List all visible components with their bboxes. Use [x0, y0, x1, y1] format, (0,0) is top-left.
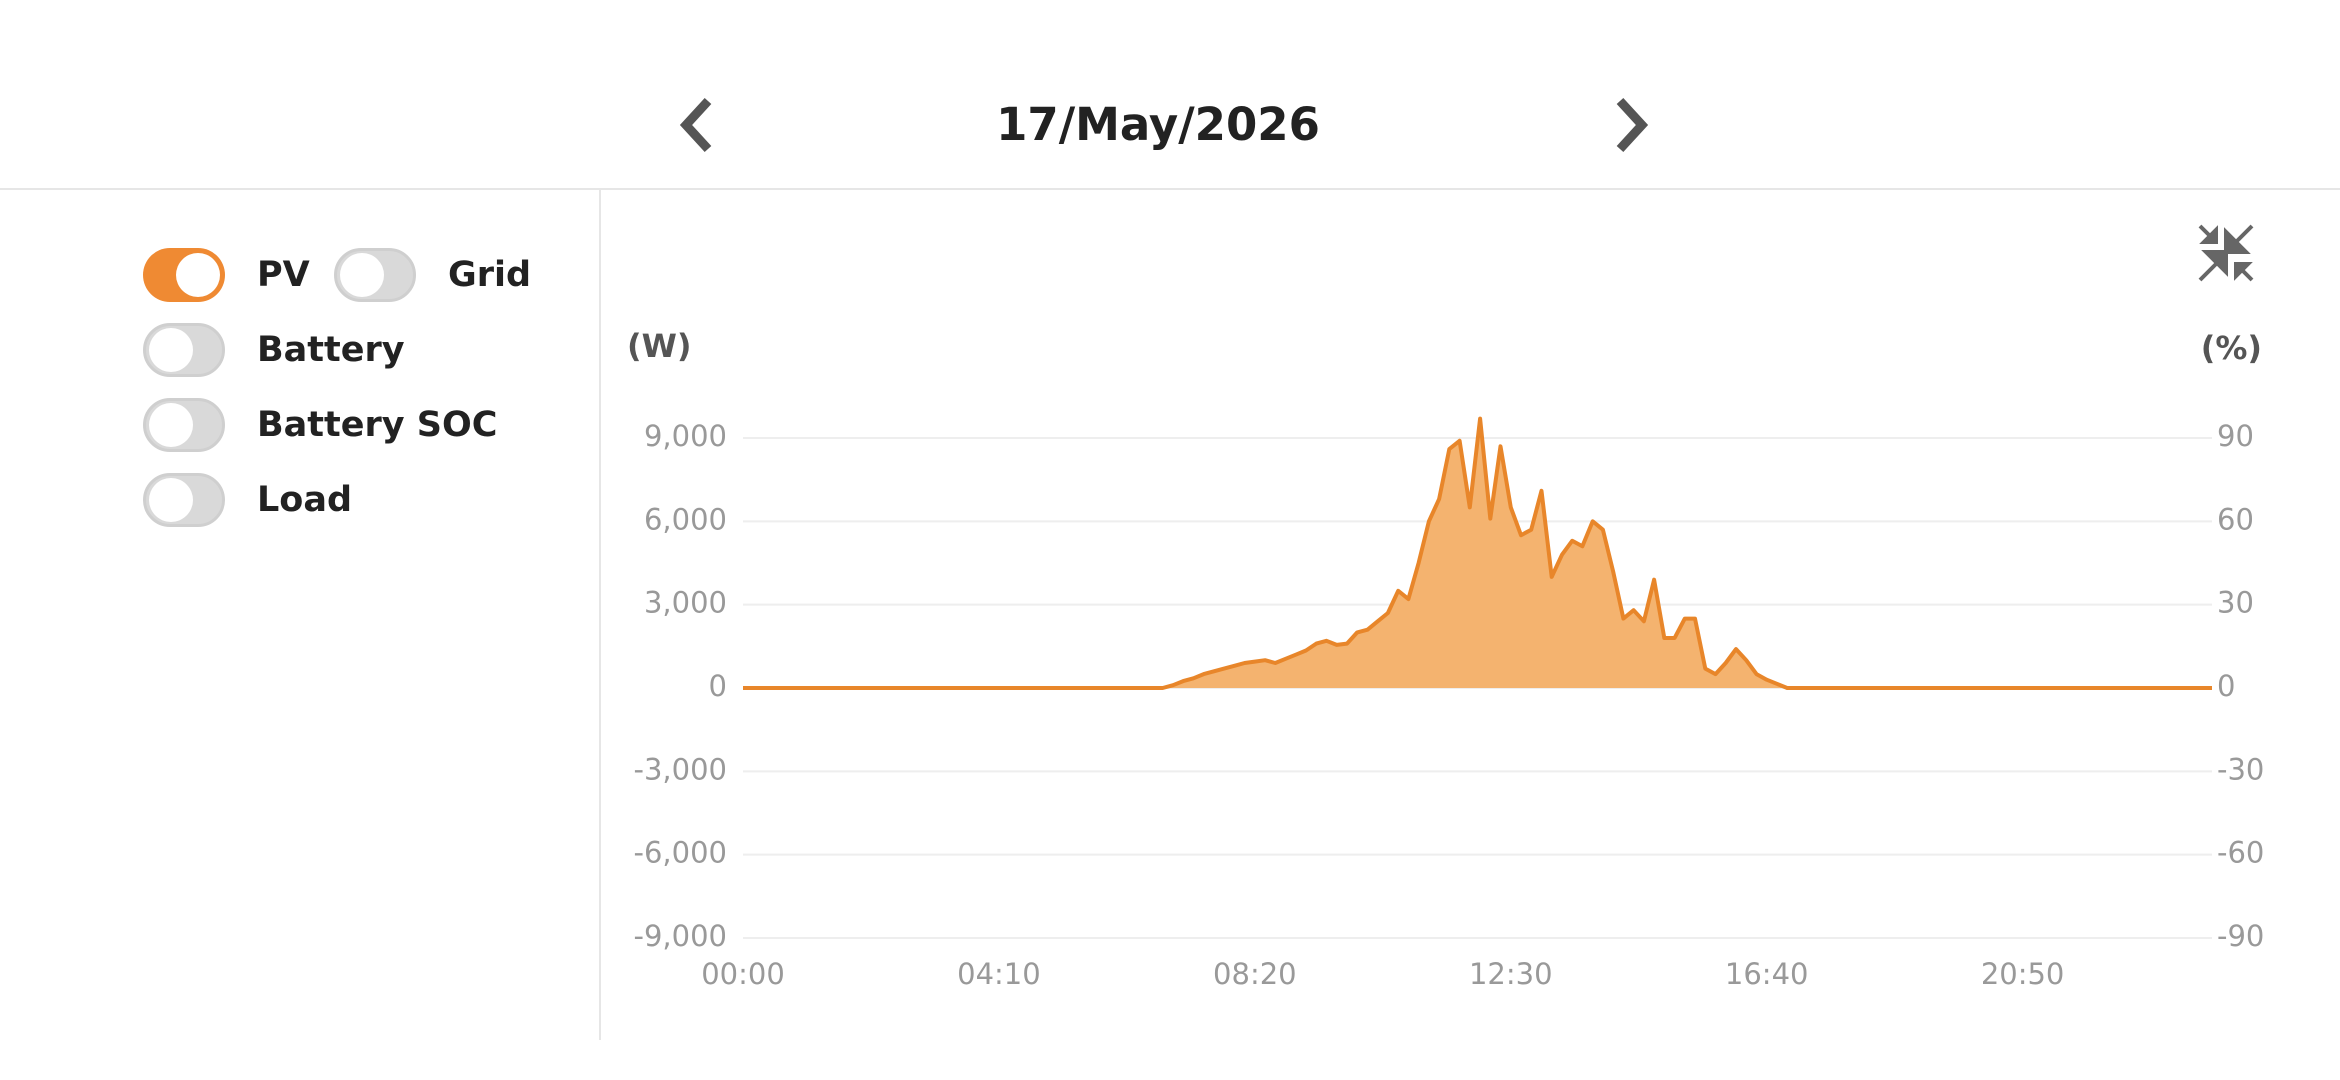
y2-tick-label: -90: [2217, 919, 2264, 953]
y2-tick-label: -60: [2217, 836, 2264, 870]
x-tick-label: 12:30: [1469, 957, 1553, 991]
y2-tick-label: 90: [2217, 419, 2254, 453]
toggle-switch[interactable]: [334, 248, 416, 302]
y-tick-label: 6,000: [644, 502, 727, 536]
line: [743, 416, 2212, 690]
toggle-switch[interactable]: [143, 323, 225, 377]
y2-tick-label: 30: [2217, 586, 2254, 620]
x-tick-label: 04:10: [957, 957, 1041, 991]
toggle-switch[interactable]: [143, 473, 225, 527]
y2-tick-label: 0: [2217, 669, 2235, 703]
y-tick-label: 3,000: [644, 586, 727, 620]
toggle-row: Battery: [143, 320, 405, 380]
y-tick-label: -9,000: [634, 919, 728, 953]
header-date: 17/May/2026: [996, 98, 1320, 151]
toggle-switch[interactable]: [143, 398, 225, 452]
x-tick-label: 08:20: [1213, 957, 1297, 991]
y2-tick-label: 60: [2217, 502, 2254, 536]
toggle-row: Battery SOC: [143, 395, 497, 455]
toggle-label: Grid: [448, 255, 532, 295]
toggle-label: Battery: [257, 330, 405, 370]
toggle-row: Load: [143, 470, 352, 530]
next-button[interactable]: [1608, 95, 1658, 155]
y-tick-label: -3,000: [634, 752, 728, 786]
y2-tick-label: -30: [2217, 752, 2264, 786]
y-axis-label: (W): [627, 327, 692, 365]
toggle-row: PV: [143, 245, 310, 305]
collapse-button[interactable]: [2196, 222, 2256, 284]
panel-divider: [599, 190, 601, 1040]
area: [743, 418, 2212, 688]
pv-toggle[interactable]: [143, 248, 225, 302]
toggle-row: Grid: [334, 245, 531, 305]
y-tick-label: 9,000: [644, 419, 727, 453]
x-tick-label: 20:50: [1981, 957, 2065, 991]
prev-button[interactable]: [670, 95, 720, 155]
toggle-label: Battery SOC: [257, 405, 498, 445]
x-tick-label: 16:40: [1725, 957, 1809, 991]
y-tick-label: 0: [709, 669, 727, 703]
toggle-label: Load: [257, 480, 353, 520]
y2-axis-label: (%): [2201, 329, 2262, 367]
x-tick-label: 00:00: [701, 957, 785, 991]
toggle-label: PV: [257, 255, 310, 295]
header-divider: [0, 188, 2340, 190]
y-tick-label: -6,000: [634, 836, 728, 870]
